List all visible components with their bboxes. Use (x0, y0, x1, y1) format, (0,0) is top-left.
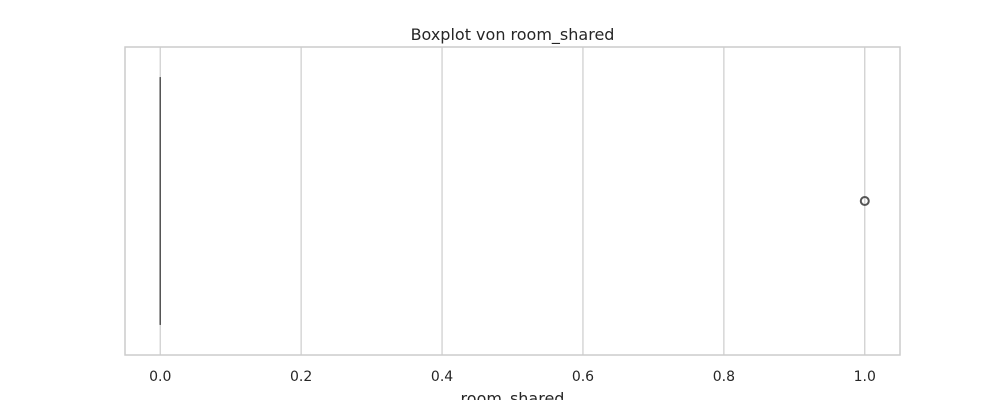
chart-title: Boxplot von room_shared (411, 25, 615, 45)
x-tick-labels: 0.0 0.2 0.4 0.6 0.8 1.0 (149, 369, 876, 385)
plot-frame (124, 46, 901, 356)
grid-lines (159, 47, 866, 355)
x-tick-label: 0.2 (290, 369, 312, 385)
outlier-point (859, 196, 870, 206)
x-tick-label: 0.4 (431, 369, 453, 385)
x-tick-label: 1.0 (854, 369, 876, 385)
x-tick-label: 0.8 (713, 369, 735, 385)
x-tick-label: 0.0 (149, 369, 171, 385)
x-tick-label: 0.6 (572, 369, 594, 385)
outlier-layer (859, 196, 870, 206)
x-axis-label: room_shared (461, 389, 565, 400)
